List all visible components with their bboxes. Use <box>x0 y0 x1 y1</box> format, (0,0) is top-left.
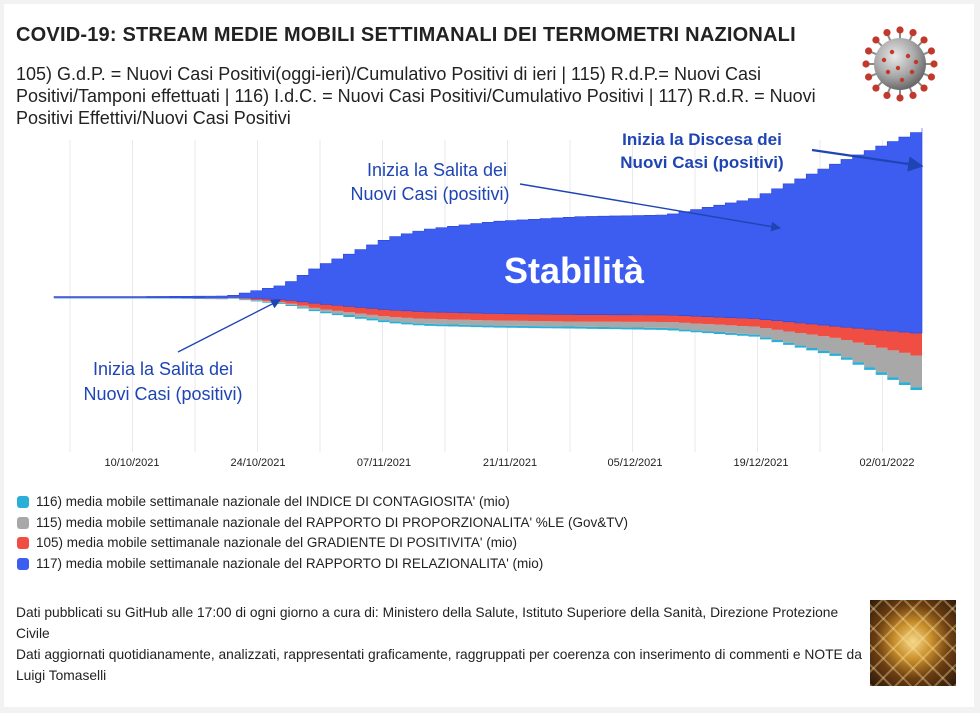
chart-legend: 116) media mobile settimanale nazionale … <box>16 494 628 576</box>
x-tick-label: 24/10/2021 <box>230 457 285 469</box>
x-tick-label: 21/11/2021 <box>483 457 537 469</box>
virus-spike-tip <box>909 91 917 100</box>
virus-surface-dot <box>899 77 905 83</box>
annotation-discesa-line2: Nuovi Casi (positivi) <box>620 153 783 172</box>
legend-item-contagiosita: 116) media mobile settimanale nazionale … <box>16 494 628 515</box>
legend-item-relazionalita: 117) media mobile settimanale nazionale … <box>16 556 628 577</box>
x-axis-ticks: 10/10/2021 24/10/2021 07/11/2021 21/11/2021… <box>104 457 914 469</box>
legend-label: 115) media mobile settimanale nazionale … <box>36 514 629 530</box>
annotation-stabilita: Stabilità <box>504 250 645 291</box>
chart-streams <box>53 128 923 393</box>
virus-spike-tip <box>864 47 873 55</box>
x-tick-label: 05/12/2021 <box>607 457 662 469</box>
virus-spike-tip <box>896 26 904 34</box>
virus-surface-dot <box>889 49 895 55</box>
legend-swatch <box>17 557 29 570</box>
legend-item-gradiente: 105) media mobile settimanale nazionale … <box>16 535 628 556</box>
virus-spike-tip <box>883 91 891 100</box>
legend-label: 117) media mobile settimanale nazionale … <box>36 555 544 571</box>
annotation-discesa-line1: Inizia la Discesa dei <box>622 130 782 149</box>
x-tick-label: 02/01/2022 <box>859 457 914 469</box>
virus-spike-tip <box>896 94 904 102</box>
x-tick-label: 07/11/2021 <box>357 457 411 469</box>
arrow-salita-mid <box>519 183 781 232</box>
virus-spike-tip <box>862 60 870 68</box>
virus-surface-dot <box>881 57 887 63</box>
virus-spike-tip <box>909 28 917 37</box>
footer-sources: Dati pubblicati su GitHub alle 17:00 di … <box>16 605 839 641</box>
legend-label: 105) media mobile settimanale nazionale … <box>36 535 518 550</box>
virus-spike-tip <box>872 36 880 44</box>
annotation-salita-left-line1: Inizia la Salita dei <box>93 359 233 379</box>
series-gradiente <box>54 297 922 356</box>
annotation-salita-mid-line2: Nuovi Casi (positivi) <box>350 184 509 204</box>
footer-notes: Dati aggiornati quotidianamente, analizz… <box>16 647 862 683</box>
arrow-discesa <box>811 148 924 172</box>
virus-spike-tip <box>927 73 936 81</box>
page-title: COVID-19: STREAM MEDIE MOBILI SETTIMANAL… <box>16 24 796 46</box>
coronavirus-icon <box>862 26 938 102</box>
x-tick-label: 19/12/2021 <box>733 457 788 469</box>
arrow-salita-left <box>177 299 281 353</box>
virus-surface-dot <box>895 65 901 71</box>
virus-spike-tip <box>872 84 880 92</box>
author-photo <box>870 600 956 686</box>
virus-spike-tip <box>864 73 873 81</box>
page-subtitle: 105) G.d.P. = Nuovi Casi Positivi(oggi-i… <box>16 64 816 128</box>
annotation-salita-left-line2: Nuovi Casi (positivi) <box>83 384 242 404</box>
legend-swatch <box>17 496 29 508</box>
series-relazionalita <box>53 128 923 334</box>
virus-spike-tip <box>920 84 928 92</box>
legend-label: 116) media mobile settimanale nazionale … <box>36 494 510 509</box>
virus-surface-dot <box>885 69 891 75</box>
chart-arrows <box>177 148 924 353</box>
virus-spike-tip <box>930 60 938 68</box>
footer: Dati pubblicati su GitHub alle 17:00 di … <box>16 602 866 686</box>
virus-surface-dot <box>909 69 915 75</box>
x-tick-label: 10/10/2021 <box>104 457 159 469</box>
virus-spike-tip <box>883 28 891 37</box>
annotation-salita-mid-line1: Inizia la Salita dei <box>367 160 507 180</box>
legend-swatch <box>17 516 29 529</box>
virus-spike-tip <box>920 36 928 44</box>
legend-item-proporzionalita: 115) media mobile settimanale nazionale … <box>16 515 628 536</box>
virus-spike-tip <box>927 47 936 55</box>
virus-surface-dot <box>905 53 911 59</box>
legend-swatch <box>17 537 29 549</box>
virus-surface-dot <box>913 59 919 65</box>
